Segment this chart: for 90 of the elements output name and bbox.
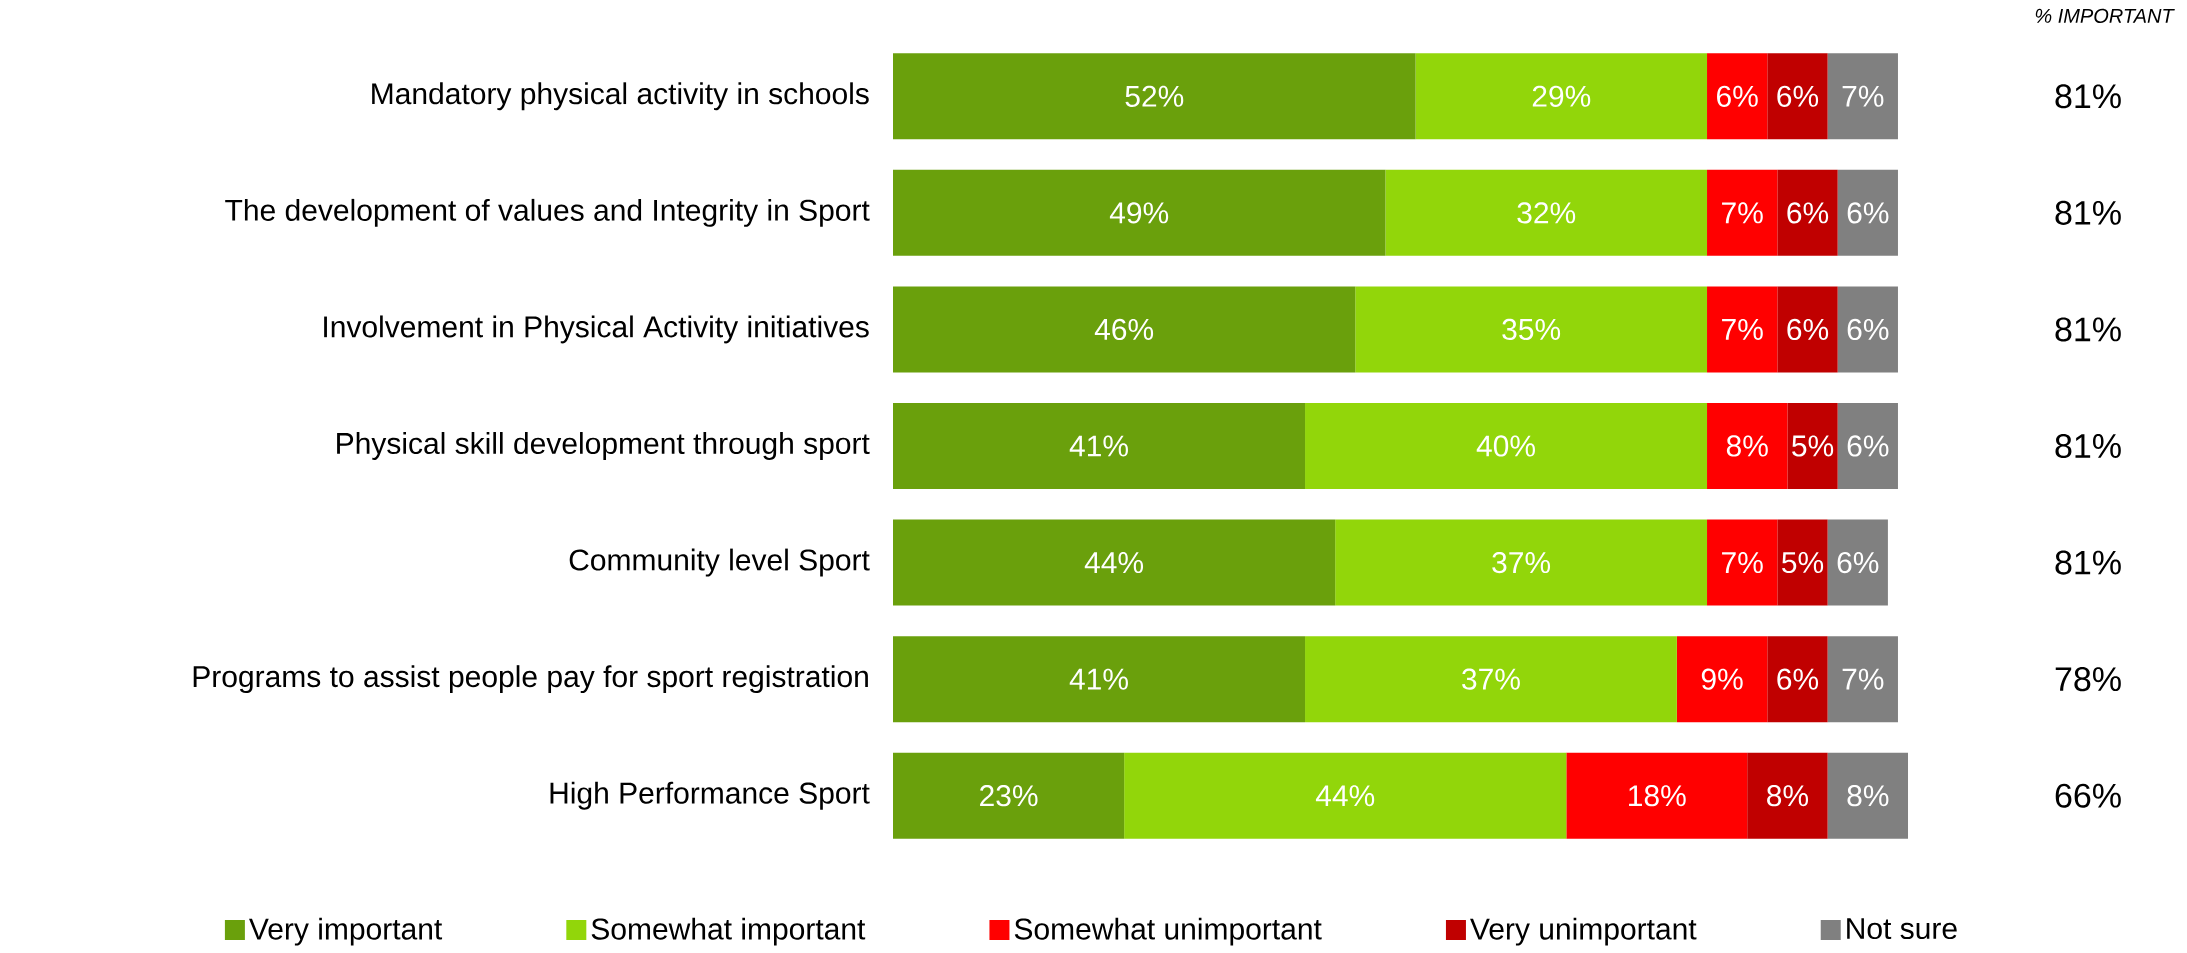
bar bbox=[1385, 169, 1708, 256]
y-tick-label: Programs to assist people pay for sport registration bbox=[193, 665, 868, 694]
legend-label: Very important bbox=[249, 917, 443, 946]
bar bbox=[1707, 519, 1778, 606]
bar bbox=[1837, 403, 1898, 490]
y-tick-label: Physical skill development through sport bbox=[337, 432, 870, 460]
y-tick-label: The development of values and Integrity in Sport bbox=[225, 198, 870, 227]
data-label: 41% bbox=[1069, 668, 1128, 690]
data-label: 52% bbox=[1125, 85, 1184, 107]
text: 66% bbox=[2055, 783, 2121, 808]
text: 81% bbox=[2055, 200, 2121, 225]
bar bbox=[1305, 636, 1677, 723]
bar bbox=[1747, 752, 1828, 839]
data-label: 32% bbox=[1517, 202, 1576, 224]
bar bbox=[1767, 53, 1828, 140]
text: 78% bbox=[2055, 667, 2121, 692]
data-label: 9% bbox=[1701, 668, 1743, 690]
bar bbox=[1777, 286, 1838, 373]
y-tick-label: Community level Sport bbox=[569, 548, 870, 577]
bar bbox=[1707, 53, 1768, 140]
bar bbox=[1767, 636, 1828, 723]
bar bbox=[893, 752, 1125, 839]
data-label: 6% bbox=[1717, 85, 1758, 107]
bar bbox=[1707, 403, 1788, 490]
bar bbox=[1827, 519, 1888, 606]
data-label: 8% bbox=[1726, 435, 1768, 457]
bar bbox=[1827, 636, 1898, 723]
bar bbox=[893, 519, 1336, 606]
bar bbox=[893, 53, 1416, 140]
data-label: 41% bbox=[1069, 435, 1128, 457]
data-label: 7% bbox=[1722, 202, 1763, 224]
bar bbox=[893, 403, 1306, 490]
y-tick-label: Mandatory physical activity in schools bbox=[372, 82, 869, 111]
y-tick-label: Involvement in Physical Activity initiatives bbox=[324, 315, 869, 344]
data-label: 29% bbox=[1532, 85, 1591, 107]
bar bbox=[1837, 169, 1898, 256]
data-label: 5% bbox=[1792, 435, 1834, 457]
bar bbox=[893, 286, 1356, 373]
data-label: 6% bbox=[1787, 318, 1829, 341]
data-label: 6% bbox=[1847, 435, 1889, 457]
data-label: 6% bbox=[1777, 668, 1819, 690]
text: 81% bbox=[2055, 317, 2121, 342]
data-label: 7% bbox=[1842, 85, 1884, 107]
data-label: 40% bbox=[1476, 435, 1535, 457]
data-label: 49% bbox=[1109, 202, 1169, 224]
bar bbox=[1837, 286, 1898, 373]
bar bbox=[893, 636, 1306, 723]
bar bbox=[1335, 519, 1708, 606]
bar bbox=[1777, 519, 1828, 606]
data-label: 8% bbox=[1847, 785, 1889, 807]
text: 81% bbox=[2055, 84, 2121, 109]
bar bbox=[1827, 53, 1898, 140]
data-label: 46% bbox=[1094, 318, 1154, 341]
text: 81% bbox=[2055, 550, 2121, 575]
data-label: 18% bbox=[1629, 785, 1686, 807]
text: % IMPORTANT bbox=[2035, 8, 2175, 23]
data-label: 6% bbox=[1847, 202, 1889, 224]
legend-label: Not sure bbox=[1847, 918, 1957, 940]
data-label: 44% bbox=[1315, 785, 1375, 807]
data-label: 23% bbox=[980, 785, 1038, 807]
data-label: 44% bbox=[1084, 552, 1144, 574]
bar bbox=[1355, 286, 1708, 373]
bar bbox=[893, 169, 1386, 256]
legend-label: Somewhat unimportant bbox=[1014, 917, 1322, 946]
data-label: 37% bbox=[1462, 668, 1520, 690]
data-label: 6% bbox=[1837, 551, 1879, 574]
data-label: 7% bbox=[1722, 552, 1763, 574]
data-label: 7% bbox=[1842, 668, 1884, 690]
data-label: 6% bbox=[1777, 85, 1819, 107]
bar bbox=[1827, 752, 1909, 839]
y-tick-label: High Performance Sport bbox=[550, 781, 870, 810]
bar bbox=[1787, 403, 1838, 490]
data-label: 37% bbox=[1492, 551, 1551, 574]
bar bbox=[1707, 286, 1778, 373]
bar bbox=[1415, 53, 1708, 140]
data-label: 8% bbox=[1767, 785, 1809, 807]
legend-label: Very unimportant bbox=[1470, 917, 1697, 946]
bar bbox=[1305, 403, 1708, 490]
data-label: 6% bbox=[1847, 318, 1889, 341]
bar bbox=[1707, 169, 1778, 256]
data-label: 35% bbox=[1502, 318, 1561, 341]
data-label: 6% bbox=[1787, 202, 1829, 224]
data-label: 5% bbox=[1782, 552, 1824, 574]
legend-label: Somewhat important bbox=[591, 917, 866, 946]
bar bbox=[1124, 752, 1567, 839]
bar bbox=[1777, 169, 1838, 256]
text: 81% bbox=[2055, 433, 2121, 459]
data-label: 7% bbox=[1722, 318, 1763, 340]
bar bbox=[1676, 636, 1768, 723]
bar bbox=[1566, 752, 1748, 839]
